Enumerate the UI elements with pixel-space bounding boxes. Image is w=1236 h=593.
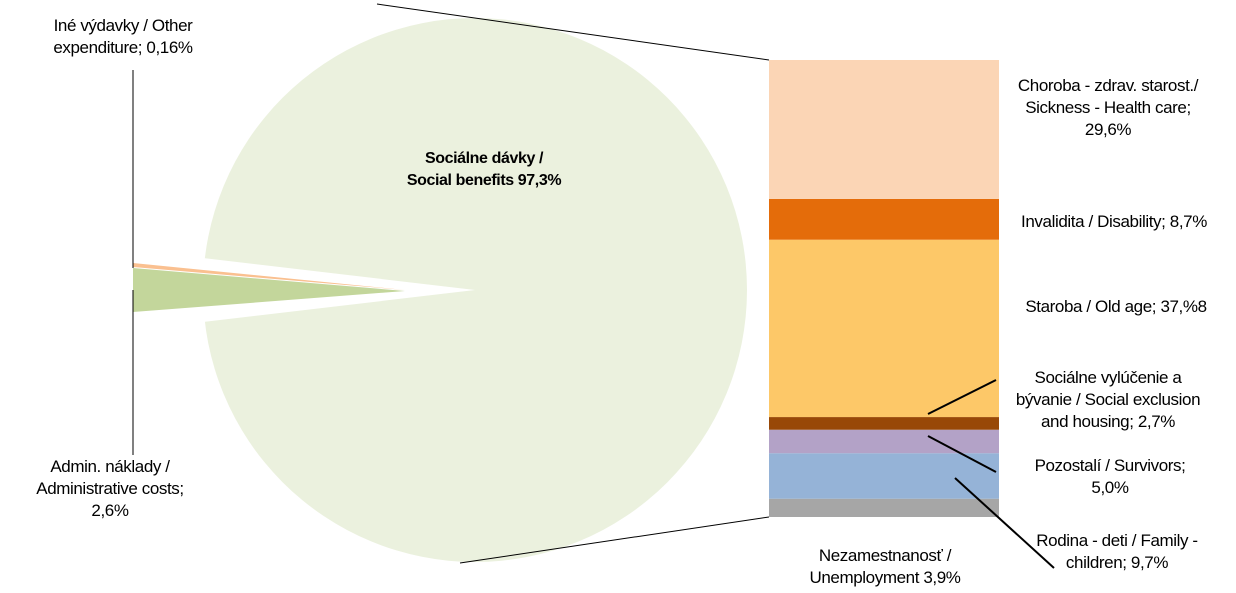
bar-segment-1 xyxy=(769,453,999,499)
label-old-age: Staroba / Old age; 37,%8 xyxy=(1025,297,1207,316)
bar-segment-0 xyxy=(769,498,999,517)
leader-social-exclusion xyxy=(927,379,997,415)
connector-lines xyxy=(376,3,770,564)
bar-connector-bottom xyxy=(459,516,770,564)
leader-family-children xyxy=(954,477,1055,569)
pie-slice-other-expenditure xyxy=(133,263,405,290)
pie-slice-admin-costs xyxy=(133,268,405,312)
label-social-benefits: Sociálne dávky / Social benefits 97,3% xyxy=(406,150,562,189)
label-admin-costs: Admin. náklady / Administrative costs; 2… xyxy=(36,457,184,520)
label-family-children: Rodina - deti / Family - children; 9,7% xyxy=(1036,531,1198,572)
label-unemployment: Nezamestnanosť / Unemployment 3,9% xyxy=(809,546,961,587)
leader-lines xyxy=(132,70,1055,569)
label-other-expenditure: Iné výdavky / Other expenditure; 0,16% xyxy=(53,16,193,57)
bar-segment-3 xyxy=(769,417,999,430)
label-survivors: Pozostalí / Survivors; 5,0% xyxy=(1034,456,1186,497)
pie-layer xyxy=(133,18,747,562)
bar-segment-2 xyxy=(769,429,999,454)
bar-segment-6 xyxy=(769,60,999,199)
bar-segment-4 xyxy=(769,239,999,418)
label-social-exclusion: Sociálne vylúčenie a bývanie / Social ex… xyxy=(1015,368,1201,431)
bar-connector-top xyxy=(376,3,770,61)
bar-segment-5 xyxy=(769,198,999,240)
label-sickness-health-care: Choroba - zdrav. starost./ Sickness - He… xyxy=(1017,76,1199,139)
label-disability: Invalidita / Disability; 8,7% xyxy=(1021,212,1207,231)
breakdown-bar xyxy=(769,60,999,517)
leader-survivors xyxy=(927,435,997,473)
